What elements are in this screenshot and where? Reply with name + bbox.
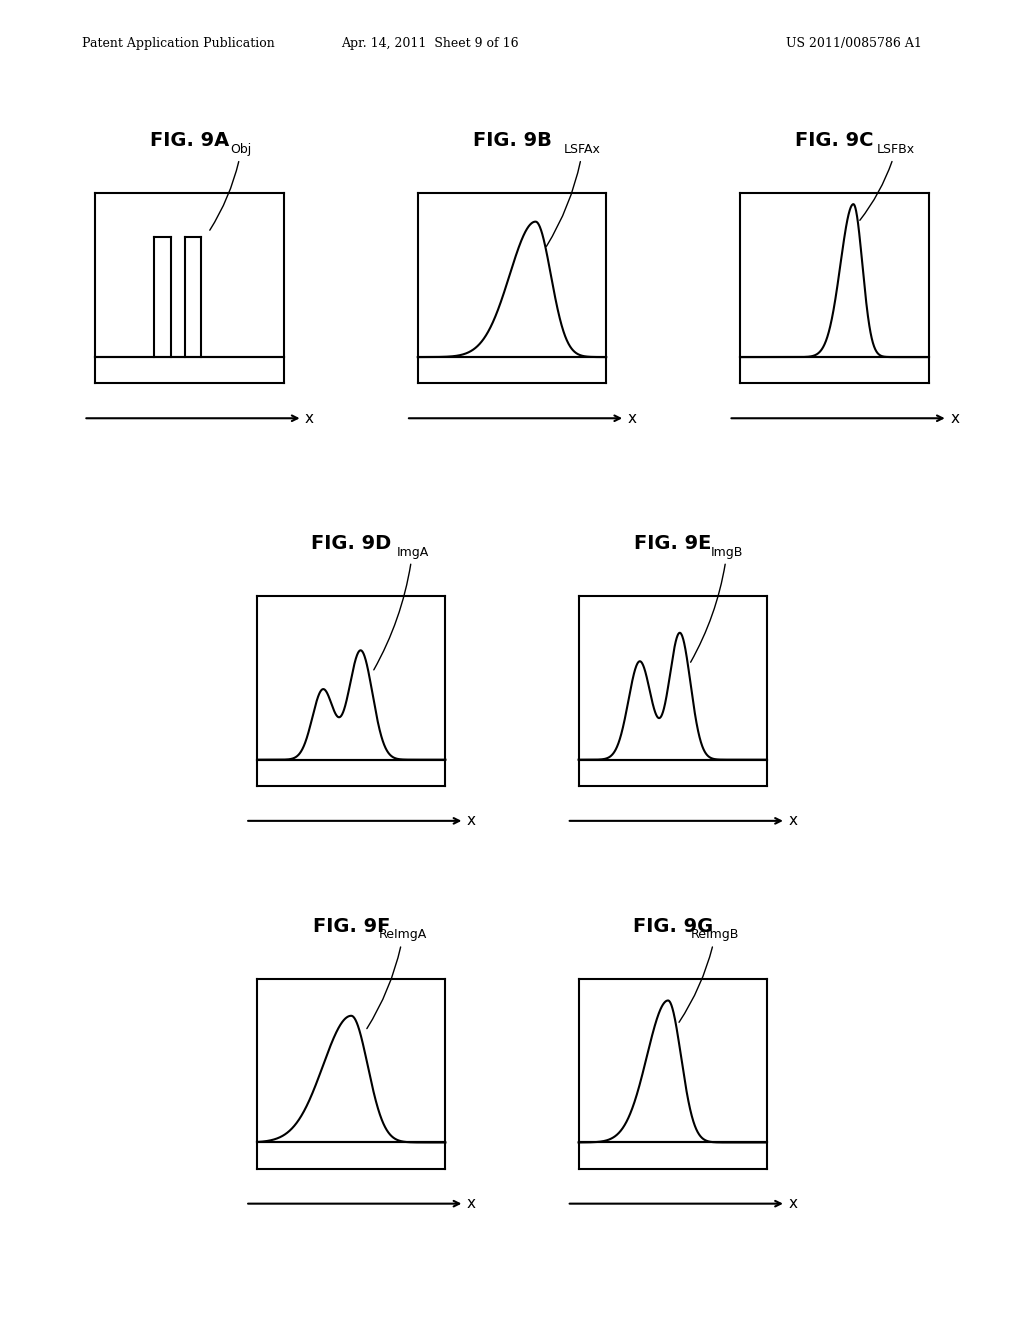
Text: LSFAx: LSFAx (547, 143, 601, 247)
Text: FIG. 9D: FIG. 9D (311, 533, 391, 553)
Text: x: x (628, 411, 637, 426)
Text: x: x (788, 1196, 798, 1212)
Text: Apr. 14, 2011  Sheet 9 of 16: Apr. 14, 2011 Sheet 9 of 16 (341, 37, 519, 50)
Text: x: x (467, 1196, 476, 1212)
Text: ReImgB: ReImgB (679, 928, 739, 1022)
Text: FIG. 9G: FIG. 9G (633, 916, 713, 936)
Text: FIG. 9B: FIG. 9B (472, 131, 552, 150)
Text: US 2011/0085786 A1: US 2011/0085786 A1 (785, 37, 922, 50)
Text: LSFBx: LSFBx (860, 143, 914, 220)
Text: FIG. 9A: FIG. 9A (150, 131, 229, 150)
Text: Patent Application Publication: Patent Application Publication (82, 37, 274, 50)
Text: x: x (788, 813, 798, 829)
Text: ReImgA: ReImgA (367, 928, 427, 1028)
Text: FIG. 9E: FIG. 9E (634, 533, 712, 553)
Text: x: x (950, 411, 959, 426)
Text: x: x (467, 813, 476, 829)
Text: FIG. 9F: FIG. 9F (312, 916, 390, 936)
Text: ImgB: ImgB (690, 545, 743, 663)
Text: x: x (305, 411, 314, 426)
Text: FIG. 9C: FIG. 9C (796, 131, 873, 150)
Text: Obj: Obj (210, 143, 252, 230)
Text: ImgA: ImgA (374, 545, 429, 669)
